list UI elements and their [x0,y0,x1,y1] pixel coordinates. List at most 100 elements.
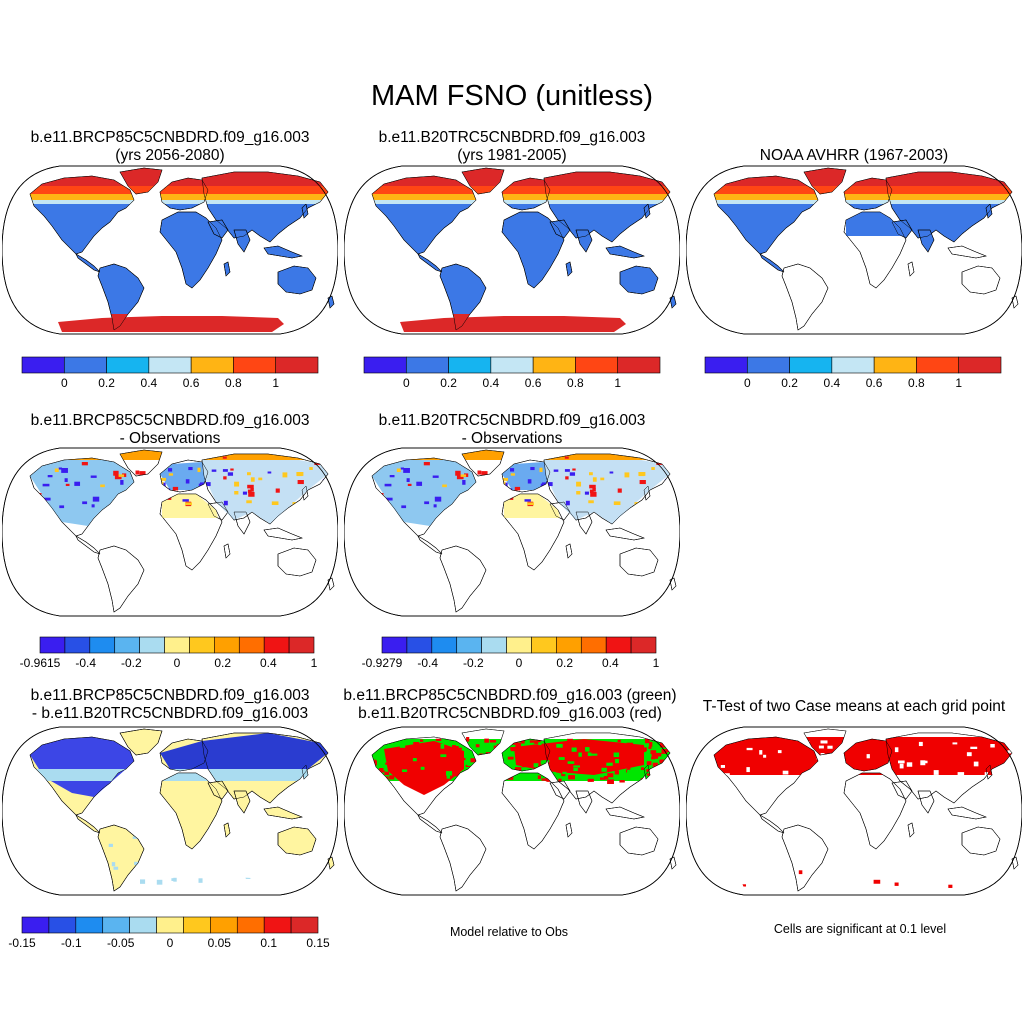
colorbar-swatch [236,916,265,934]
colorbar-tick-label: -0.05 [107,936,135,950]
snow-band-mid [714,186,1012,194]
panel-8-title: b.e11.BRCP85C5CNBDRD.f09_g16.003 (green)… [330,687,690,723]
panel-5-title-line2: - Observations [461,430,563,447]
snow-band-low [30,194,328,200]
map-panel-1 [2,164,338,336]
snow-band-low [372,194,670,200]
diff-asia [202,454,328,524]
colorbar-swatch [189,636,215,654]
panel-9-title-line1: T-Test of two Case means at each grid po… [702,698,1006,715]
colorbar-swatch [556,636,582,654]
colorbar-tick-label: -0.4 [75,656,96,670]
colorbar-tick-label: 0 [744,376,751,390]
colorbar-swatch [48,916,77,934]
colorbar-tick-label: 0.8 [567,376,584,390]
colorbar-swatch [63,356,107,374]
panel-2-title: b.e11.B20TRC5CNBDRD.f09_g16.003 (yrs 198… [342,129,682,165]
colorbar-swatch [575,356,619,374]
colorbar-tick-label: -0.2 [121,656,142,670]
colorbar-tick-label: -0.4 [417,656,438,670]
colorbar-tick-label: 0 [516,656,523,670]
colorbar-swatch [139,636,165,654]
colorbar-swatch [190,356,234,374]
panel-7-title-line1: b.e11.BRCP85C5CNBDRD.f09_g16.003 [30,687,310,704]
map-panel-7 [2,725,338,897]
map-panel-3 [686,164,1022,336]
colorbar-swatch [106,356,150,374]
panel-8-title-line2: b.e11.B20TRC5CNBDRD.f09_g16.003 (red) [358,705,662,722]
panel-5-title-line1: b.e11.B20TRC5CNBDRD.f09_g16.003 [378,412,646,429]
colorbar-swatch [148,356,192,374]
antarctic-snow [30,314,328,332]
significance-note: Cells are significant at 0.1 level [773,922,947,936]
panel-2-title-line2: (yrs 1981-2005) [457,147,567,164]
colorbar-tick-label: 1 [614,376,621,390]
colorbar-swatch [263,916,292,934]
colorbar-swatch [288,636,315,654]
colorbar-swatch [233,356,277,374]
map-panel-9 [686,725,1022,897]
colorbar-swatch [580,636,607,654]
colorbar-tick-label: 1 [955,376,962,390]
colorbar-tick-label: 0.2 [214,656,231,670]
colorbar-panel-1: 0 0.2 0.4 0.6 0.8 1 [21,356,319,393]
colorbar-tick-label: 0.8 [908,376,925,390]
colorbar-tick-label: 0.05 [208,936,232,950]
colorbar-swatch [789,356,833,374]
colorbar-swatch [102,916,130,934]
panel-4-title: b.e11.BRCP85C5CNBDRD.f09_g16.003 - Obser… [0,412,340,448]
colorbar-swatch [210,916,238,934]
colorbar-swatch [164,636,190,654]
snow-band-mid [372,186,670,194]
colorbar-tick-label: 0.4 [141,376,158,390]
panel-3-title: NOAA AVHRR (1967-2003) [684,147,1024,165]
snow-band-low [714,194,1012,200]
colorbar-swatch [532,356,576,374]
colorbar-swatch [448,356,492,374]
model-relative-note: Model relative to Obs [449,925,569,939]
panel-8-title-line1: b.e11.BRCP85C5CNBDRD.f09_g16.003 (green) [343,687,677,704]
colorbar-swatch [506,636,532,654]
colorbar-tick-label: 0.8 [225,376,242,390]
colorbar-swatch [958,356,1002,374]
colorbar-swatch [916,356,960,374]
colorbar-panel-5: -0.9279 -0.4 -0.2 0 0.2 0.4 1 [362,636,660,673]
panel-7-title-line2: - b.e11.B20TRC5CNBDRD.f09_g16.003 [31,705,309,722]
panel-7-title: b.e11.BRCP85C5CNBDRD.f09_g16.003 - b.e11… [0,687,340,723]
colorbar-swatch [605,636,632,654]
colorbar-panel-4: -0.9615 -0.4 -0.2 0 0.2 0.4 1 [20,636,318,673]
snow-band-edge [30,200,328,204]
colorbar-tick-label: -0.9279 [362,656,403,670]
colorbar-swatch [114,636,140,654]
snow-band-edge [372,200,670,204]
colorbar-swatch [617,356,661,374]
colorbar-swatch [75,916,104,934]
colorbar-tick-label: 0.15 [306,936,330,950]
colorbar-tick-label: 1 [311,656,318,670]
colorbar-swatch [21,356,65,374]
colorbar-tick-label: 0 [403,376,410,390]
diffcase-eurasia-blue [160,733,328,777]
colorbar-tick-label: 0.6 [183,376,200,390]
colorbar-swatch [129,916,157,934]
colorbar-swatch [381,636,408,654]
colorbar-swatch [64,636,91,654]
colorbar-tick-label: 0 [167,936,174,950]
colorbar-swatch [183,916,211,934]
colorbar-panel-3: 0 0.2 0.4 0.6 0.8 1 [704,356,1002,393]
colorbar-swatch [490,356,534,374]
colorbar-tick-label: -0.1 [61,936,82,950]
diff-na-blue [30,458,134,526]
panel-1-title-line2: (yrs 2056-2080) [115,147,225,164]
colorbar-swatch [704,356,748,374]
colorbar-swatch [431,636,458,654]
figure-title: MAM FSNO (unitless) [371,80,653,112]
colorbar-swatch [405,356,449,374]
colorbar-tick-label: 0.4 [824,376,841,390]
snow-band-edge [714,200,1012,204]
colorbar-tick-label: 0.4 [602,656,619,670]
colorbar-swatch [831,356,875,374]
colorbar-swatch [406,636,433,654]
antarctic-snow [372,314,670,332]
colorbar-tick-label: 1 [272,376,279,390]
